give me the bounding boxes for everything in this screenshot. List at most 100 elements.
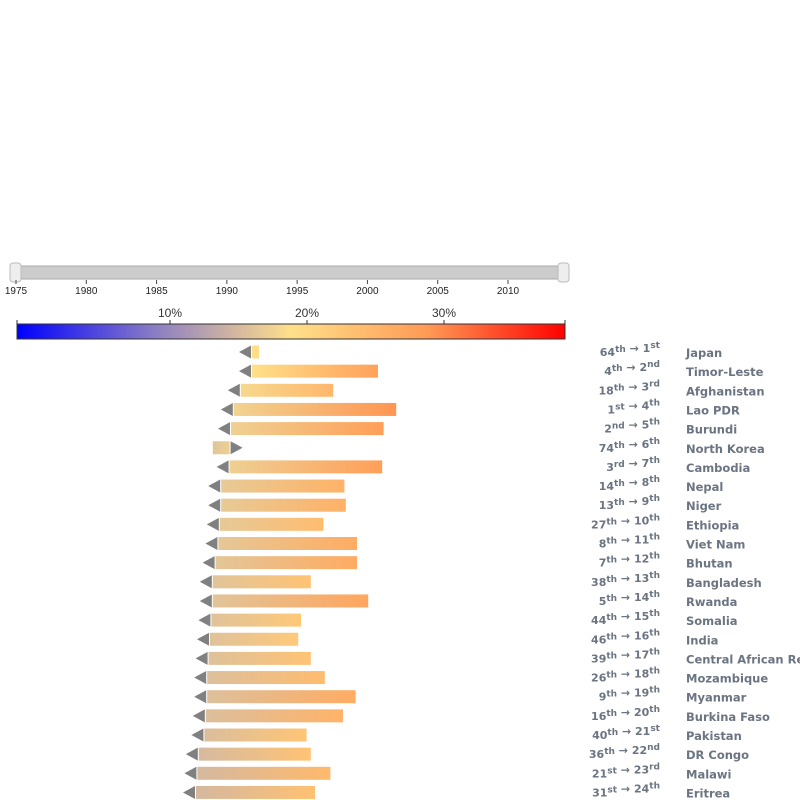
country-label: Eritrea [686,786,730,800]
bar-dr-congo[interactable] [198,747,311,761]
direction-arrow [198,613,211,627]
bar-cambodia[interactable] [229,460,383,474]
chart-row[interactable]: 7th → 12th Bhutan [202,552,733,571]
chart-row[interactable]: 36th → 22nd DR Congo [185,743,749,762]
direction-arrow [194,671,207,685]
bar-myanmar[interactable] [207,690,356,704]
slider-tick-labels: 1975 1980 1985 1990 1995 2000 2005 2010 [5,280,520,297]
country-label: Niger [686,499,722,513]
bar-lao-pdr[interactable] [233,402,397,416]
bar-central-african-rep[interactable] [208,651,311,665]
rank-change-label: 13th → 9th [599,494,660,512]
chart-row[interactable]: 46th → 16th India [197,628,718,647]
rank-change-label: 44th → 15th [591,609,660,627]
rank-change-label: 2nd → 5th [604,418,660,436]
direction-arrow [195,651,208,665]
slider-tick-label: 2010 [497,286,520,297]
country-label: Central African Rep [686,652,800,666]
slider-tick-label: 1990 [216,286,239,297]
rank-change-label: 39th → 17th [591,647,660,665]
bar-mozambique[interactable] [207,671,325,685]
bar-eritrea[interactable] [196,785,315,799]
color-legend-tick-label: 30% [432,306,456,320]
chart-row[interactable]: 27th → 10th Ethiopia [206,513,740,532]
color-legend-ticks: 10% 20% 30% [16,306,566,324]
slider-track[interactable] [15,265,565,280]
country-label: Bangladesh [686,576,762,590]
bar-burkina-faso[interactable] [205,709,343,723]
chart-row[interactable]: 8th → 11th Viet Nam [205,533,745,552]
slider-handle-start[interactable] [9,262,22,283]
bar-afghanistan[interactable] [240,383,334,397]
direction-arrow [227,383,240,397]
chart-row[interactable]: 18th → 3rd Afghanistan [227,379,765,398]
bar-north-korea[interactable] [212,441,230,455]
rank-change-label: 36th → 22nd [589,743,660,761]
bar-bangladesh[interactable] [212,575,311,589]
country-label: Burundi [686,423,737,437]
chart-row[interactable]: 5th → 14th Rwanda [199,590,738,609]
slider-tick-label: 1995 [286,286,309,297]
chart-row[interactable]: 13th → 9th Niger [208,494,722,513]
country-label: Timor-Leste [686,365,764,379]
country-label: North Korea [686,442,765,456]
chart-row[interactable]: 74th → 6th North Korea [212,437,765,456]
chart-row[interactable]: 4th → 2nd Timor-Leste [239,360,764,379]
bar-viet-nam[interactable] [218,537,357,550]
country-label: Viet Nam [686,538,745,552]
rank-change-label: 31st → 24th [592,781,660,799]
direction-arrow [184,766,197,780]
rank-change-label: 74th → 6th [599,437,660,455]
direction-arrow [191,728,204,742]
bar-somalia[interactable] [211,613,301,627]
bar-india[interactable] [210,632,299,646]
direction-arrow [194,690,207,704]
bar-ethiopia[interactable] [219,517,324,531]
rank-change-label: 40th → 21st [592,724,661,742]
chart-row[interactable]: 38th → 13th Bangladesh [199,571,762,590]
chart-row[interactable]: 14th → 8th Nepal [208,475,723,494]
direction-arrow [202,556,215,570]
rank-change-label: 3rd → 7th [606,456,660,474]
bar-japan[interactable] [252,345,259,359]
slider-handle-end[interactable] [557,262,570,283]
bar-malawi[interactable] [197,766,331,780]
rank-change-label: 27th → 10th [591,513,660,531]
chart-row[interactable]: 39th → 17th Central African Rep [195,647,800,666]
chart-row[interactable]: 26th → 18th Mozambique [194,667,768,686]
country-label: Malawi [686,767,731,781]
chart-row[interactable]: 3rd → 7th Cambodia [216,456,751,475]
rank-change-label: 14th → 8th [599,475,660,493]
chart-row[interactable]: 16th → 20th Burkina Faso [192,705,770,724]
chart-row[interactable]: 2nd → 5th Burundi [218,418,737,437]
bar-burundi[interactable] [231,422,384,436]
country-label: Lao PDR [686,403,740,417]
chart-row[interactable]: 44th → 15th Somalia [198,609,738,628]
rank-change-label: 5th → 14th [599,590,660,608]
chart-row[interactable]: 64th → 1st Japan [239,341,722,360]
bar-rwanda[interactable] [212,594,369,608]
direction-arrow [185,747,198,761]
country-label: Myanmar [686,691,747,705]
direction-arrow [183,785,195,799]
country-label: Bhutan [686,557,733,571]
direction-arrow [199,594,212,608]
direction-arrow [218,422,230,436]
bar-timor-leste[interactable] [252,364,378,378]
country-label: Afghanistan [686,384,765,398]
bar-niger[interactable] [221,498,346,512]
chart-row[interactable]: 1st → 4th Lao PDR [220,398,740,417]
bar-bhutan[interactable] [215,556,357,570]
color-legend-tick-label: 20% [295,306,319,320]
chart-row[interactable]: 9th → 19th Myanmar [194,686,747,705]
country-label: Rwanda [686,595,737,609]
rank-change-label: 38th → 13th [591,571,660,589]
chart-row[interactable]: 40th → 21st Pakistan [191,724,742,743]
bar-nepal[interactable] [221,479,345,493]
bar-pakistan[interactable] [204,728,307,742]
chart-row[interactable]: 21st → 23rd Malawi [184,762,731,781]
year-slider[interactable]: 1975 1980 1985 1990 1995 2000 2005 2010 [5,262,570,297]
chart-row[interactable]: 31st → 24th Eritrea [183,781,730,800]
